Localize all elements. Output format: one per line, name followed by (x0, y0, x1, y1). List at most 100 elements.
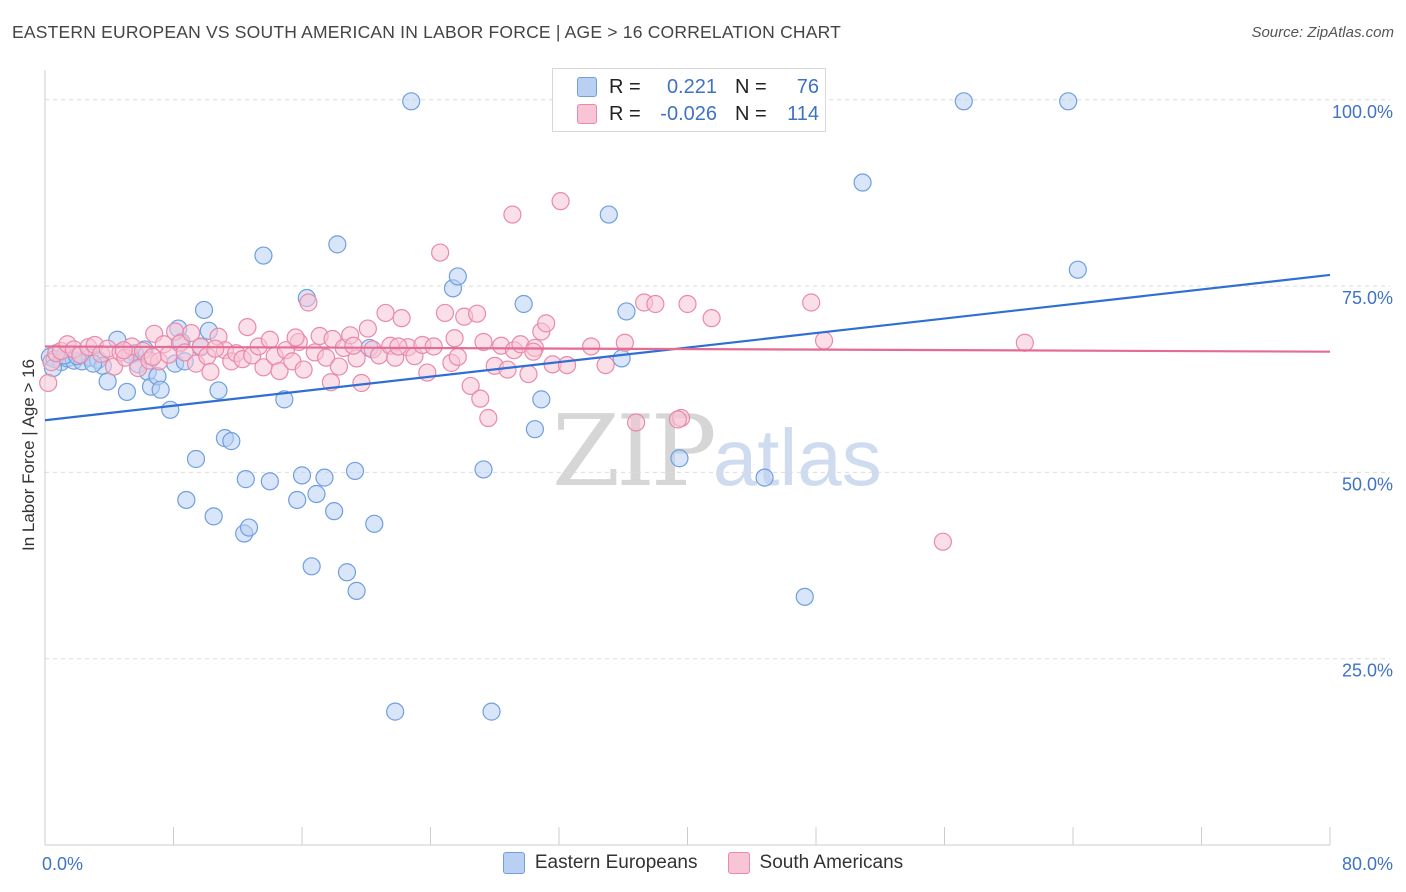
data-point-eastern-european (386, 702, 405, 721)
trend-line-south-americans (44, 345, 1331, 353)
y-tick-label: 25.0% (1342, 661, 1393, 681)
data-point-south-american (431, 243, 450, 262)
y-tick-label: 75.0% (1342, 288, 1393, 308)
data-point-eastern-european (599, 205, 618, 224)
data-point-eastern-european (402, 92, 421, 111)
r-value: 0.221 (666, 75, 717, 98)
data-point-south-american (479, 408, 498, 428)
data-point-south-american (260, 330, 279, 349)
data-point-south-american (678, 294, 697, 314)
n-value: 76 (796, 75, 819, 98)
data-point-eastern-european (315, 468, 334, 487)
y-axis-label: In Labor Force | Age > 16 (19, 359, 38, 551)
data-point-south-american (206, 339, 225, 358)
data-point-eastern-european (853, 173, 872, 192)
data-point-eastern-european (239, 518, 259, 537)
data-point-south-american (392, 309, 411, 328)
data-point-south-american (299, 293, 318, 312)
source-label: Source: ZipAtlas.com (1251, 24, 1394, 41)
legend-item-eastern-europeans[interactable]: Eastern Europeans (502, 852, 698, 874)
data-point-south-american (175, 343, 194, 362)
legend-label: South Americans (759, 852, 904, 873)
data-point-eastern-european (177, 490, 196, 510)
r-label: R = (609, 75, 641, 98)
legend-item-south-americans[interactable]: South Americans (727, 852, 904, 874)
data-point-south-american (270, 361, 289, 381)
n-label: N = (735, 75, 767, 98)
blue-swatch (502, 852, 525, 874)
data-point-south-american (802, 293, 821, 312)
data-point-south-american (596, 355, 615, 375)
n-value: 114 (787, 102, 819, 125)
data-point-eastern-european (151, 380, 170, 399)
chart-title: EASTERN EUROPEAN VS SOUTH AMERICAN IN LA… (12, 22, 842, 42)
data-point-eastern-european (236, 470, 255, 489)
data-point-south-american (503, 205, 522, 224)
data-point-eastern-european (755, 468, 774, 487)
axes (44, 70, 1331, 846)
data-point-eastern-european (347, 581, 366, 600)
series-eastern-europeans (40, 92, 1087, 721)
trend-lines (44, 273, 1331, 422)
data-point-eastern-european (292, 466, 312, 485)
r-label: R = (609, 102, 641, 125)
data-point-south-american (537, 314, 556, 333)
data-point-south-american (316, 348, 336, 367)
n-label: N = (735, 102, 767, 125)
data-point-eastern-european (275, 390, 294, 409)
data-point-south-american (344, 336, 363, 355)
data-point-south-american (582, 337, 601, 356)
data-point-south-american (182, 323, 201, 343)
data-point-south-american (551, 192, 570, 211)
data-point-eastern-european (954, 92, 973, 111)
x-tick-label: 80.0% (1342, 854, 1393, 874)
data-point-south-american (448, 347, 467, 366)
data-point-eastern-european (617, 302, 636, 321)
data-point-eastern-european (186, 449, 206, 469)
data-point-eastern-european (260, 472, 279, 491)
data-point-south-american (557, 355, 577, 375)
data-point-south-american (358, 319, 377, 338)
stats-row-eastern-europeans: R = 0.221 N = 76 (577, 73, 819, 101)
data-point-eastern-european (1068, 260, 1087, 279)
data-point-eastern-european (1059, 92, 1078, 111)
data-point-south-american (329, 357, 349, 376)
y-tick-label: 50.0% (1342, 474, 1393, 494)
data-point-eastern-european (670, 449, 689, 468)
data-point-eastern-european (474, 460, 493, 479)
data-point-south-american (814, 331, 834, 350)
x-tick-label: 0.0% (42, 854, 83, 874)
data-point-eastern-european (117, 382, 137, 402)
data-point-south-american (933, 532, 952, 551)
stats-legend: R = 0.221 N = 76 R = -0.026 N = 114 (552, 68, 826, 132)
data-point-eastern-european (482, 702, 501, 721)
data-point-eastern-european (612, 349, 631, 368)
data-point-south-american (615, 333, 634, 352)
data-point-eastern-european (514, 294, 533, 314)
data-point-eastern-european (209, 381, 228, 400)
data-point-eastern-european (328, 235, 347, 254)
data-point-south-american (114, 341, 133, 360)
data-point-south-american (286, 328, 305, 347)
data-point-eastern-european (325, 502, 344, 521)
y-tick-label: 100.0% (1332, 102, 1393, 122)
data-point-south-american (467, 304, 487, 323)
data-point-south-american (39, 373, 58, 393)
data-point-south-american (294, 360, 313, 379)
r-value: -0.026 (660, 102, 717, 125)
watermark-atlas: atlas (712, 413, 882, 502)
data-point-south-american (668, 410, 687, 429)
data-point-south-american (238, 317, 257, 337)
data-point-eastern-european (532, 390, 551, 409)
data-point-eastern-european (795, 587, 814, 606)
data-point-south-american (702, 309, 721, 328)
pink-swatch (577, 104, 597, 124)
pink-swatch (727, 852, 750, 874)
data-point-eastern-european (288, 490, 307, 510)
stats-row-south-americans: R = -0.026 N = 114 (577, 100, 819, 128)
data-point-south-american (461, 376, 480, 396)
data-point-south-american (143, 347, 162, 366)
data-point-south-american (424, 337, 443, 356)
data-point-south-american (1015, 333, 1034, 352)
